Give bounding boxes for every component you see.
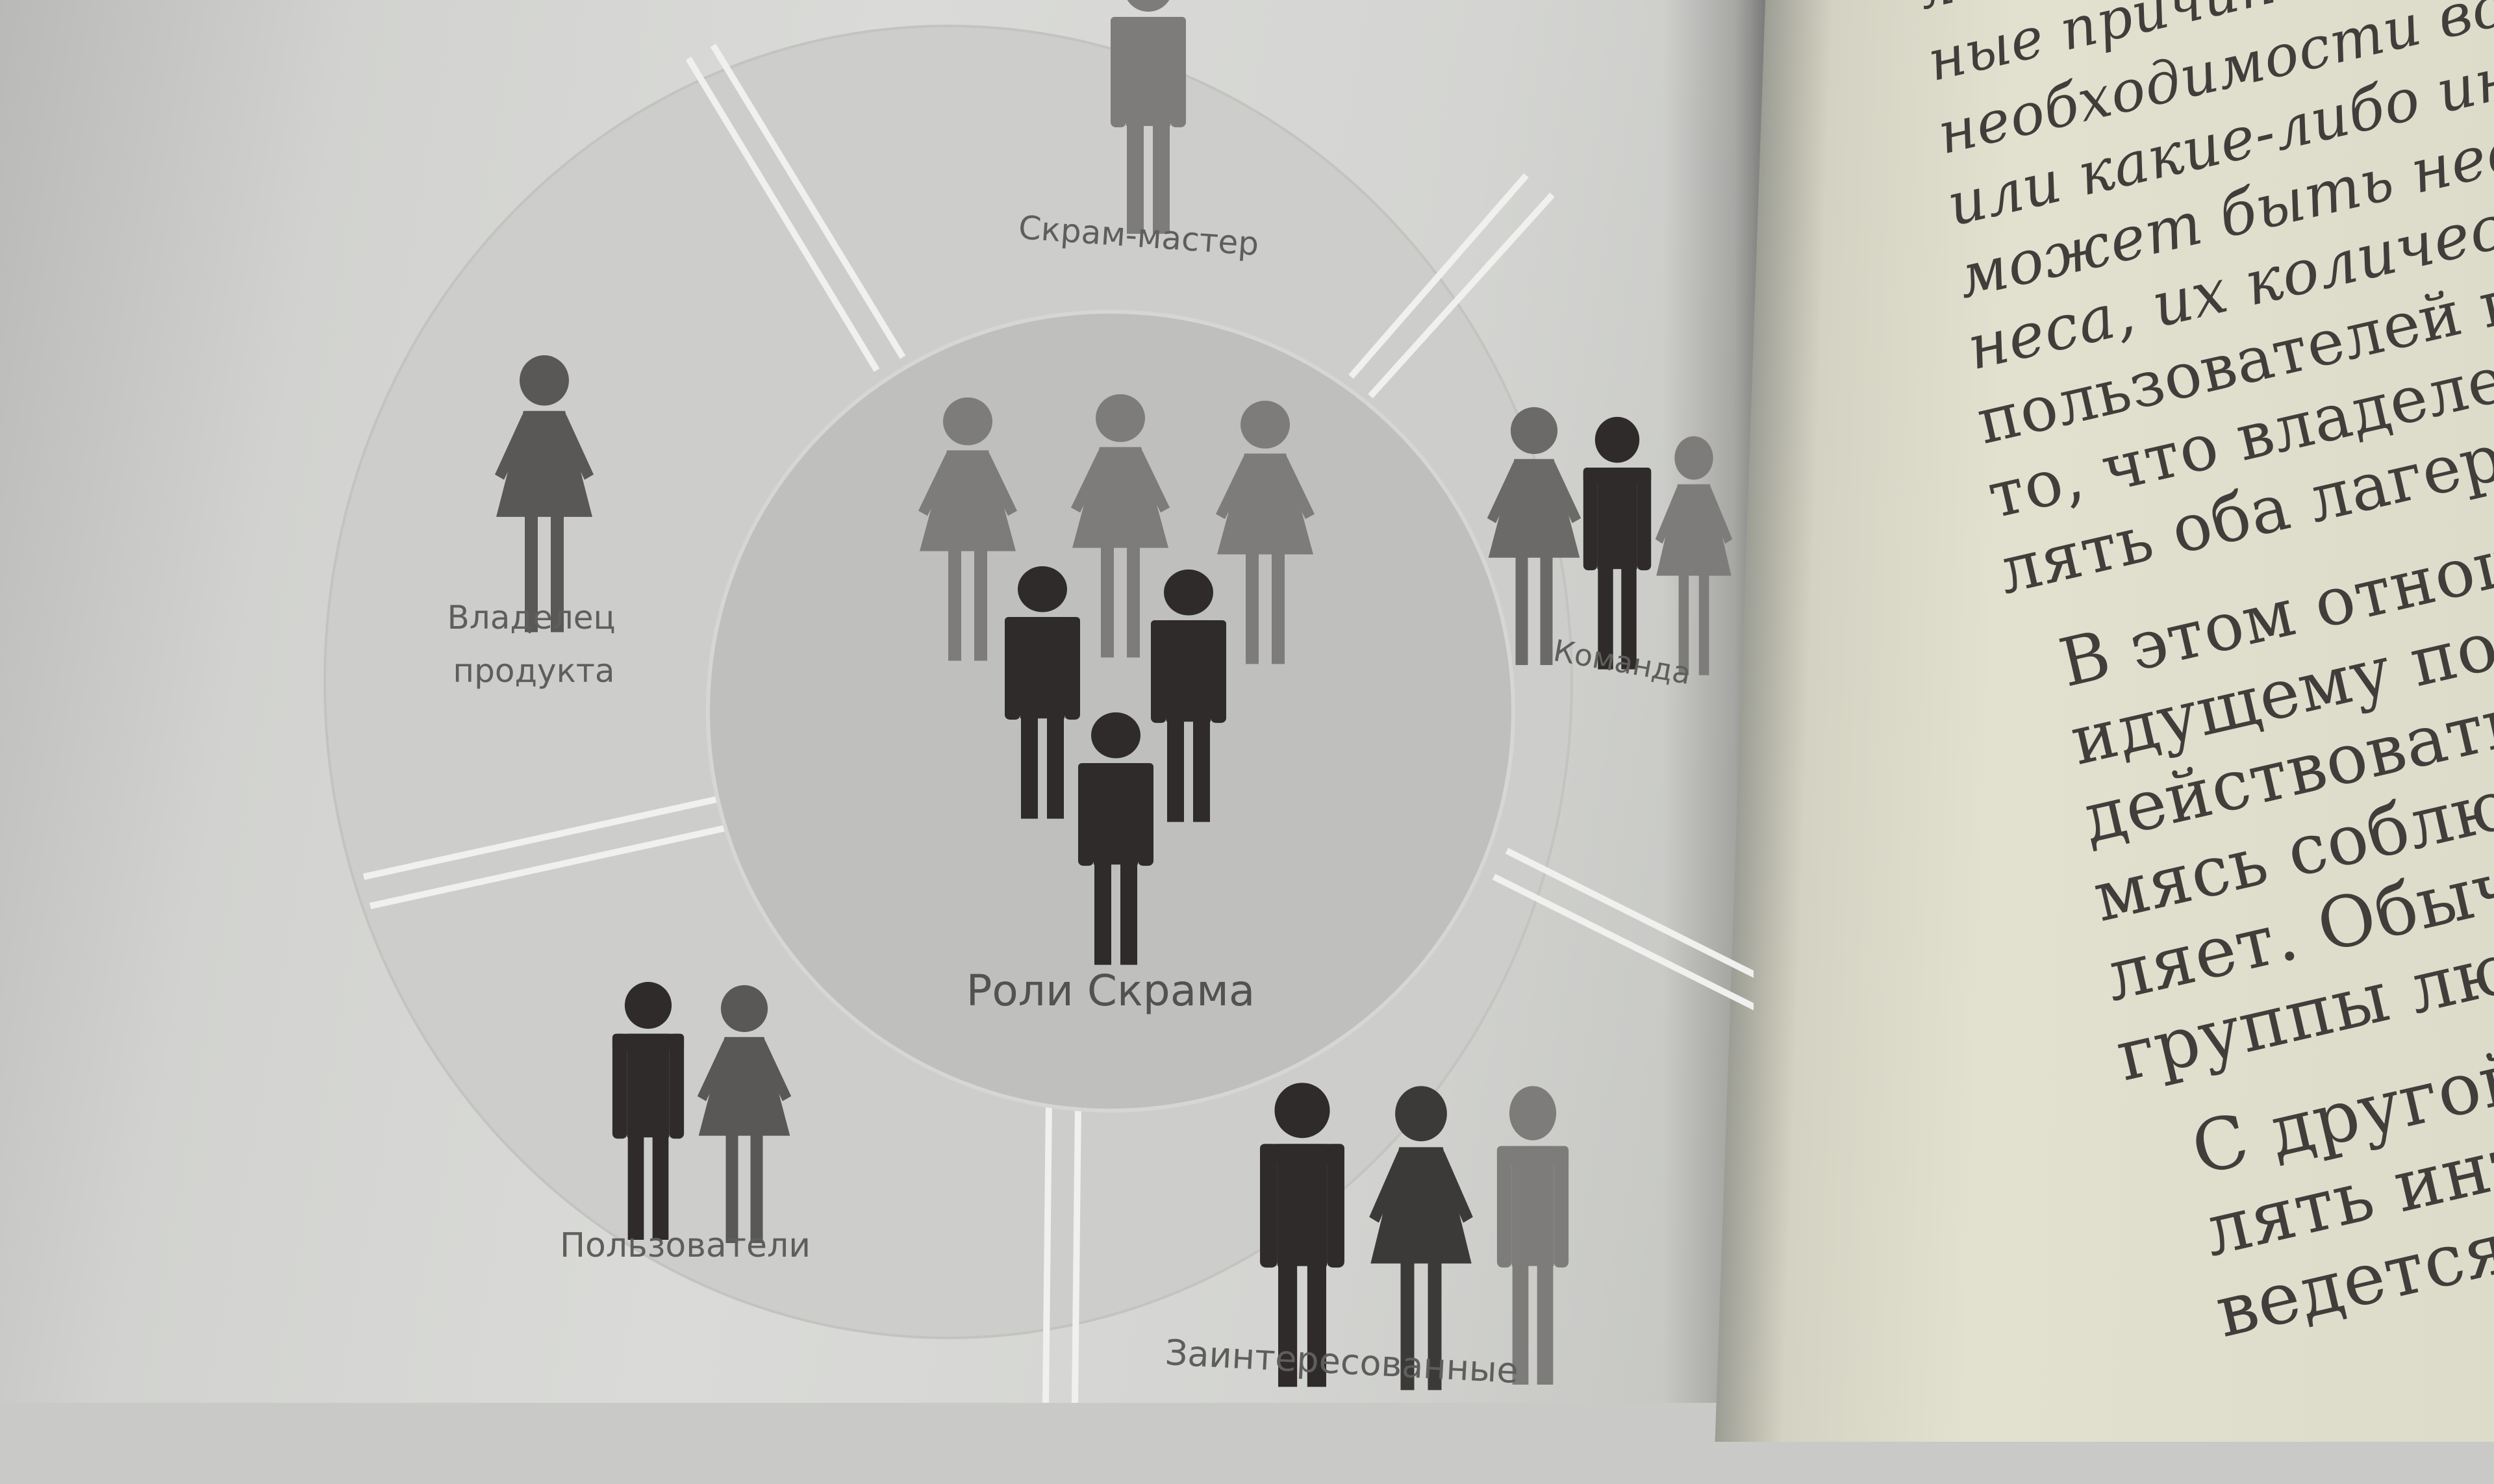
stakeholders-label: Заинтересованные [1164,1332,1519,1391]
product-owner-label-line2: продукта [453,652,614,690]
product-owner-label-line1: Владелец [447,599,616,636]
scrum-roles-center-label: Роли Скрама [966,966,1255,1016]
team-figures [1487,407,1733,675]
users-label: Пользователи [560,1226,811,1265]
scrum-roles-diagram: Скрам-мастер Владелец продукта Команда П… [362,0,1754,1403]
segment-dividers [362,44,1754,1403]
